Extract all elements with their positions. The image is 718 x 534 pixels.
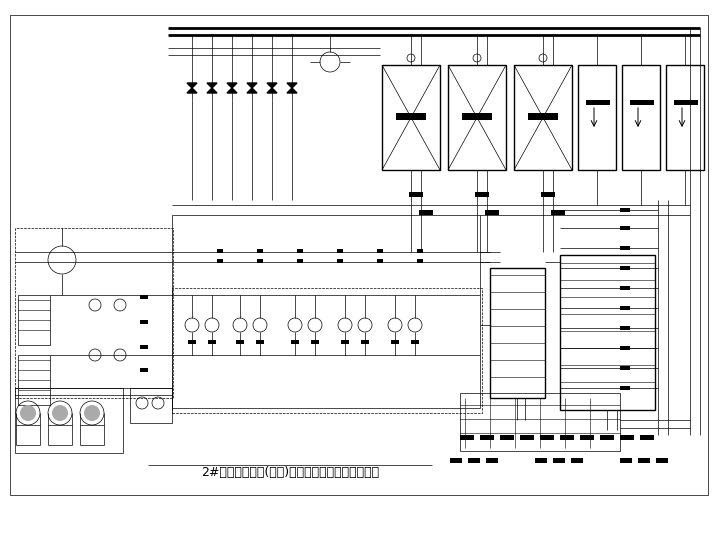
Bar — [560, 435, 574, 440]
Bar — [396, 113, 426, 120]
Bar — [450, 458, 462, 463]
Text: 2#制冷换热机房(公建)空调冷热水制备系统原理图: 2#制冷换热机房(公建)空调冷热水制备系统原理图 — [201, 466, 379, 478]
Polygon shape — [227, 88, 237, 93]
Bar — [15, 388, 123, 453]
Bar — [460, 435, 474, 440]
Bar — [535, 458, 547, 463]
Polygon shape — [247, 83, 257, 88]
Bar — [409, 192, 423, 197]
Bar — [620, 386, 630, 390]
Bar — [553, 458, 565, 463]
Bar — [377, 249, 383, 253]
Circle shape — [84, 405, 100, 421]
Bar — [656, 458, 668, 463]
Bar — [640, 435, 654, 440]
Bar — [417, 259, 423, 263]
Bar — [337, 249, 343, 253]
Bar — [620, 306, 630, 310]
Bar — [448, 65, 506, 170]
Bar — [638, 458, 650, 463]
Bar — [666, 65, 704, 170]
Bar — [291, 340, 299, 344]
Bar — [140, 345, 148, 349]
Polygon shape — [287, 88, 297, 93]
Bar — [140, 295, 148, 299]
Bar — [540, 435, 554, 440]
Bar — [620, 208, 630, 212]
Bar — [297, 249, 303, 253]
Polygon shape — [207, 83, 217, 88]
Bar — [620, 246, 630, 250]
Bar — [256, 340, 264, 344]
Bar — [622, 65, 660, 170]
Polygon shape — [187, 88, 197, 93]
Bar — [172, 288, 482, 413]
Bar — [18, 355, 50, 405]
Bar — [460, 393, 620, 451]
Bar — [411, 340, 419, 344]
Bar — [10, 15, 708, 495]
Bar — [208, 340, 216, 344]
Bar — [337, 259, 343, 263]
Circle shape — [20, 405, 36, 421]
Bar — [462, 113, 492, 120]
Bar — [217, 249, 223, 253]
Bar — [391, 340, 399, 344]
Bar — [620, 266, 630, 270]
Bar — [490, 268, 545, 398]
Bar — [217, 259, 223, 263]
Polygon shape — [207, 88, 217, 93]
Bar — [486, 458, 498, 463]
Bar — [580, 435, 594, 440]
Bar — [600, 435, 614, 440]
Bar — [571, 458, 583, 463]
Bar — [620, 458, 632, 463]
Bar — [140, 368, 148, 372]
Bar — [674, 100, 698, 105]
Bar — [257, 249, 263, 253]
Polygon shape — [267, 83, 277, 88]
Bar — [514, 65, 572, 170]
Bar — [130, 388, 172, 423]
Bar — [620, 226, 630, 230]
Bar — [236, 340, 244, 344]
Bar — [18, 295, 50, 345]
Bar — [361, 340, 369, 344]
Bar — [140, 320, 148, 324]
Bar — [630, 100, 654, 105]
Bar — [468, 458, 480, 463]
Bar — [188, 340, 196, 344]
Polygon shape — [287, 83, 297, 88]
Bar — [620, 435, 634, 440]
Bar — [417, 249, 423, 253]
Bar — [480, 435, 494, 440]
Bar — [620, 326, 630, 330]
Polygon shape — [227, 83, 237, 88]
Bar — [257, 259, 263, 263]
Bar — [551, 210, 565, 215]
Bar — [311, 340, 319, 344]
Polygon shape — [247, 88, 257, 93]
Bar — [620, 286, 630, 290]
Bar — [541, 192, 555, 197]
Bar — [485, 210, 499, 215]
Bar — [382, 65, 440, 170]
Bar — [475, 192, 489, 197]
Bar — [419, 210, 433, 215]
Bar — [297, 259, 303, 263]
Bar — [15, 228, 173, 398]
Bar — [620, 366, 630, 370]
Bar — [560, 255, 655, 410]
Bar — [341, 340, 349, 344]
Bar — [586, 100, 610, 105]
Polygon shape — [187, 83, 197, 88]
Bar — [578, 65, 616, 170]
Bar — [500, 435, 514, 440]
Bar — [377, 259, 383, 263]
Bar — [528, 113, 558, 120]
Bar — [620, 346, 630, 350]
Polygon shape — [267, 88, 277, 93]
Bar — [520, 435, 534, 440]
Circle shape — [52, 405, 68, 421]
